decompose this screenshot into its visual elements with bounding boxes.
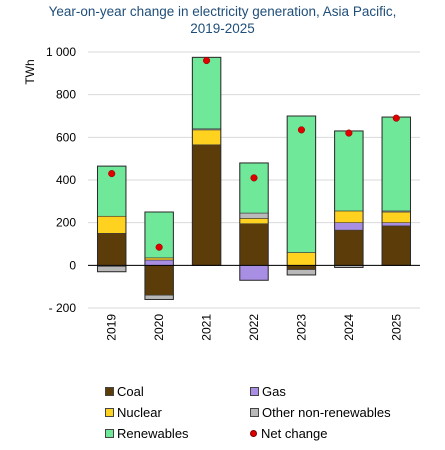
bar-coal-2021 — [192, 144, 222, 266]
bar-nuclear-2023 — [286, 252, 316, 266]
y-tick-label: 400 — [56, 173, 76, 187]
bar-coal-2025 — [381, 225, 411, 266]
bar-nuclear-2024 — [334, 210, 364, 223]
legend-swatch-other — [250, 408, 259, 417]
bar-nuclear-2019 — [97, 215, 127, 234]
bar-renewables-2021 — [192, 57, 222, 130]
x-tick-label: 2023 — [294, 314, 308, 341]
bar-coal-2020 — [144, 265, 174, 296]
bar-renewables-2022 — [239, 162, 269, 214]
bar-outline-2022 — [239, 162, 269, 281]
y-tick-label: 0 — [69, 258, 76, 272]
legend-swatch-nuclear — [105, 408, 114, 417]
legend-label-coal: Coal — [117, 384, 144, 399]
bar-nuclear-2020 — [144, 257, 174, 261]
legend-marker-net-change — [250, 430, 257, 437]
bar-gas-2025 — [381, 222, 411, 227]
net-change-point-2021 — [203, 56, 211, 65]
bar-nuclear-2021 — [192, 129, 222, 146]
legend-item-nuclear: Nuclear — [105, 405, 162, 420]
bar-nuclear-2025 — [381, 211, 411, 223]
bar-renewables-2023 — [286, 115, 316, 253]
y-tick-label: - 200 — [49, 301, 77, 315]
bar-outline-2020 — [144, 211, 174, 300]
bar-coal-2019 — [97, 233, 127, 266]
legend-label-nuclear: Nuclear — [117, 405, 162, 420]
bar-nuclear-2022 — [239, 218, 269, 225]
bar-renewables-2024 — [334, 130, 364, 212]
bar-renewables-2020 — [144, 211, 174, 259]
chart-title-line-1: Year-on-year change in electricity gener… — [48, 4, 397, 19]
legend-label-gas: Gas — [262, 384, 286, 399]
legend-item-renewables: Renewables — [105, 426, 189, 441]
legend-swatch-gas — [250, 387, 259, 396]
x-tick-label: 2020 — [152, 314, 166, 341]
chart-plot: - 200 0 200 400 600 800 1 000 TWh 2019 2020 2021 20… — [23, 45, 420, 341]
bar-outline-2019 — [96, 165, 127, 273]
x-tick-label: 2022 — [247, 314, 261, 341]
bar-renewables-2025 — [381, 116, 411, 212]
bar-coal-2022 — [239, 223, 269, 266]
legend-item-gas: Gas — [250, 384, 286, 399]
legend-swatch-renewables — [105, 429, 114, 438]
net-change-point-2020 — [155, 243, 163, 251]
bar-other-2023 — [286, 269, 316, 276]
bar-outline-2023 — [286, 115, 317, 276]
bar-coal-2023 — [286, 265, 316, 270]
legend-label-other: Other non-renewables — [262, 405, 391, 420]
y-tick-label: 800 — [56, 88, 76, 102]
bar-coal-2024 — [334, 229, 364, 266]
x-tick-label: 2019 — [105, 314, 119, 341]
y-tick-label: 200 — [56, 216, 76, 230]
x-tick-label: 2021 — [200, 314, 214, 341]
net-change-point-2023 — [297, 126, 305, 134]
legend-item-coal: Coal — [105, 384, 144, 399]
x-tick-label: 2024 — [342, 314, 356, 341]
y-tick-label: 600 — [56, 130, 76, 144]
legend-label-renewables: Renewables — [117, 426, 189, 441]
net-change-point-2024 — [345, 129, 353, 137]
legend-item-net-change: Net change — [250, 426, 328, 441]
legend-item-other: Other non-renewables — [250, 405, 391, 420]
legend-label-net-change: Net change — [261, 426, 328, 441]
bar-other-2019 — [97, 266, 127, 273]
bar-gas-2024 — [334, 222, 364, 231]
bar-other-2022 — [239, 212, 269, 219]
net-change-point-2025 — [392, 114, 400, 122]
x-tick-label: 2025 — [389, 314, 403, 341]
legend-swatch-coal — [105, 387, 114, 396]
y-axis-label: TWh — [23, 59, 37, 84]
bar-other-2020 — [144, 294, 174, 300]
net-change-point-2022 — [250, 174, 258, 182]
chart-title-line-2: 2019-2025 — [190, 21, 255, 36]
bar-gas-2022 — [239, 265, 269, 281]
y-tick-label: 1 000 — [46, 45, 76, 59]
bar-gas-2020 — [144, 259, 174, 266]
net-change-point-2019 — [108, 170, 116, 178]
